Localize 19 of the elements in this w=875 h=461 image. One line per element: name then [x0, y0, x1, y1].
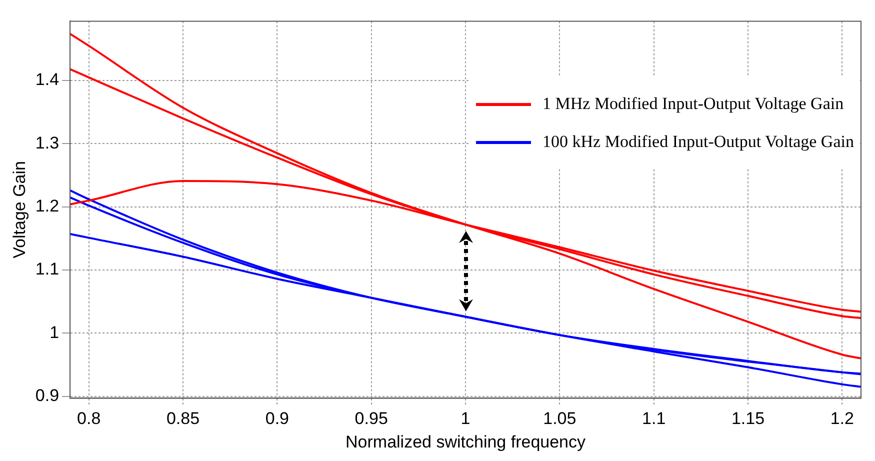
x-tick-label: 0.9 — [265, 409, 290, 428]
y-tick-label: 0.9 — [35, 386, 60, 405]
x-tick-label: 0.95 — [354, 409, 388, 428]
x-tick-label: 1 — [460, 409, 470, 428]
x-tick-label: 0.85 — [166, 409, 200, 428]
x-tick-label: 1.05 — [543, 409, 576, 428]
y-tick-label: 1 — [50, 322, 60, 342]
x-axis-title: Normalized switching frequency — [346, 432, 586, 452]
y-axis-title: Voltage Gain — [10, 161, 29, 258]
y-tick-label: 1.4 — [35, 70, 60, 90]
x-tick-label: 1.2 — [830, 409, 854, 428]
y-tick-label: 1.2 — [35, 196, 60, 216]
legend-label: 1 MHz Modified Input-Output Voltage Gain — [542, 94, 844, 114]
x-tick-label: 1.1 — [642, 409, 666, 428]
y-tick-label: 1.3 — [35, 133, 60, 152]
x-tick-label: 0.8 — [77, 409, 101, 428]
x-tick-label: 1.15 — [731, 409, 765, 428]
y-tick-label: 1.1 — [35, 260, 60, 279]
legend-label: 100 kHz Modified Input-Output Voltage Gain — [542, 132, 854, 152]
